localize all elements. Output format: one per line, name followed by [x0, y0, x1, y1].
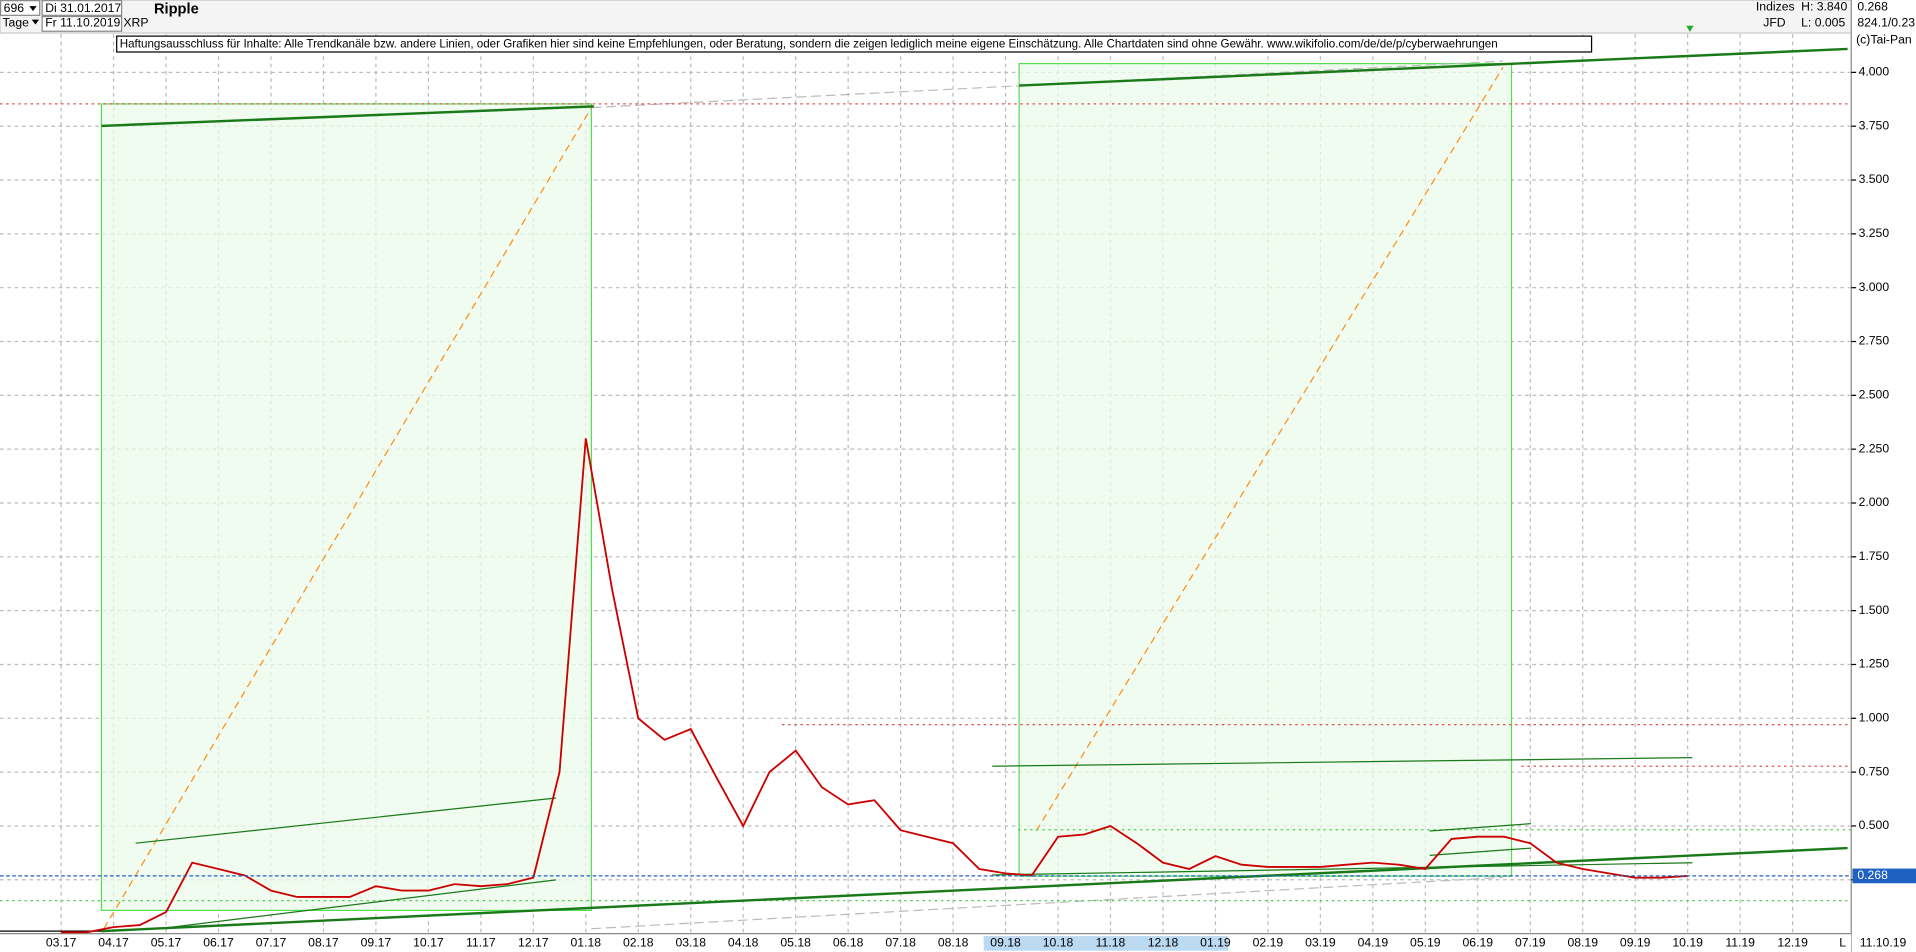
dropdown-arrow[interactable] — [29, 6, 37, 12]
disclaimer-box — [116, 35, 1593, 53]
last-price-top: 0.268 — [1857, 0, 1888, 14]
analysis-box — [100, 103, 593, 912]
x-tick-label: 06.18 — [833, 936, 864, 950]
y-tick-label: 3.000 — [1859, 280, 1890, 294]
last-price-box — [1852, 868, 1916, 884]
chart-title: Ripple — [154, 2, 199, 18]
extra-info: 824.1/0.23 — [1857, 15, 1915, 29]
trend-line — [1429, 847, 1532, 857]
copyright: (c)Tai-Pan — [1856, 33, 1912, 47]
x-tick-label: 04.18 — [728, 936, 759, 950]
x-tick-label: 08.18 — [938, 936, 969, 950]
end-date-box[interactable] — [41, 15, 123, 32]
y-tick-label: 2.500 — [1859, 388, 1890, 402]
x-tick-label: 09.18 — [990, 936, 1021, 950]
x-tick-label: 07.19 — [1515, 936, 1546, 950]
analysis-box — [1018, 62, 1513, 877]
x-axis-band — [0, 933, 1852, 952]
x-tick-label: 04.17 — [98, 936, 129, 950]
y-tick-label: 0.500 — [1859, 818, 1890, 832]
period: Tage — [2, 15, 29, 29]
y-tick-label: 1.250 — [1859, 657, 1890, 671]
y-tick-label: 4.000 — [1859, 65, 1890, 79]
trend-line — [992, 757, 1693, 767]
trend-line — [1429, 823, 1532, 832]
y-tick-label: 2.250 — [1859, 441, 1890, 455]
x-tick-label: 01.18 — [571, 936, 602, 950]
x-tick-label: 10.19 — [1672, 936, 1703, 950]
price-line — [61, 438, 1688, 934]
x-end-label: L — [1839, 936, 1846, 950]
x-tick-label: 10.18 — [1043, 936, 1074, 950]
projection-line — [103, 107, 592, 930]
x-tick-label: 03.18 — [675, 936, 706, 950]
y-tick-label: 2.750 — [1859, 334, 1890, 348]
x-end-label: 11.10.19 — [1860, 936, 1907, 950]
x-tick-label: 12.19 — [1777, 936, 1808, 950]
dropdown-arrow[interactable] — [31, 19, 40, 25]
trend-line — [992, 862, 1693, 876]
x-tick-label: 10.17 — [413, 936, 444, 950]
start-date-box[interactable] — [41, 0, 123, 16]
x-tick-label: 06.19 — [1463, 936, 1494, 950]
x-tick-label: 06.17 — [203, 936, 234, 950]
trend-line — [101, 105, 594, 128]
trend-line — [158, 879, 557, 930]
trend-line — [1019, 47, 1848, 87]
trend-line — [135, 797, 557, 844]
x-tick-label: 09.17 — [361, 936, 392, 950]
x-tick-label: 05.19 — [1410, 936, 1441, 950]
plot: 0.268 — [0, 438, 1916, 934]
high: H: 3.840 — [1801, 0, 1847, 14]
x-tick-label: 02.19 — [1253, 936, 1284, 950]
count-box[interactable] — [0, 0, 41, 16]
x-tick-label: 08.19 — [1567, 936, 1598, 950]
end-date: Fr 11.10.2019 — [45, 15, 120, 29]
y-tick-label: 3.250 — [1859, 226, 1890, 240]
y-tick-label: 3.500 — [1859, 172, 1890, 186]
last-price-label: 0.268 — [1857, 868, 1888, 882]
x-tick-label: 05.17 — [151, 936, 182, 950]
source: JFD — [1763, 15, 1786, 29]
y-tick-label: 3.750 — [1859, 118, 1890, 132]
start-date: Di 31.01.2017 — [45, 1, 121, 15]
x-tick-label: 03.17 — [46, 936, 77, 950]
x-tick-label: 04.19 — [1358, 936, 1389, 950]
y-tick-label: 0.750 — [1859, 764, 1890, 778]
x-tick-label: 03.19 — [1305, 936, 1336, 950]
marker — [1686, 25, 1694, 32]
low: L: 0.005 — [1801, 15, 1845, 29]
y-tick-label: 2.000 — [1859, 495, 1890, 509]
count: 696 — [4, 1, 25, 15]
x-tick-label: 07.17 — [256, 936, 287, 950]
projection-line — [1035, 66, 1504, 832]
x-tick-label: 12.17 — [518, 936, 549, 950]
toolbar — [0, 0, 1852, 34]
x-tick-label: 08.17 — [308, 936, 339, 950]
x-tick-label: 02.18 — [623, 936, 654, 950]
symbol: XRP — [123, 15, 148, 29]
selection-band — [983, 936, 1229, 951]
y-tick-label: 1.750 — [1859, 549, 1890, 563]
helper-line — [591, 876, 1504, 930]
x-tick-label: 11.19 — [1725, 936, 1755, 950]
x-tick-label: 11.17 — [466, 936, 496, 950]
disclaimer: Haftungsausschluss für Inhalte: Alle Tre… — [120, 38, 1498, 51]
x-tick-label: 05.18 — [780, 936, 811, 950]
x-tick-label: 09.19 — [1620, 936, 1651, 950]
y-tick-label: 1.500 — [1859, 603, 1890, 617]
x-tick-label: 01.19 — [1200, 936, 1231, 950]
x-tick-label: 12.18 — [1148, 936, 1179, 950]
index-label: Indizes — [1756, 0, 1795, 14]
x-tick-label: 11.18 — [1096, 936, 1126, 950]
y-tick-label: 1.000 — [1859, 711, 1890, 725]
x-tick-label: 07.18 — [885, 936, 916, 950]
